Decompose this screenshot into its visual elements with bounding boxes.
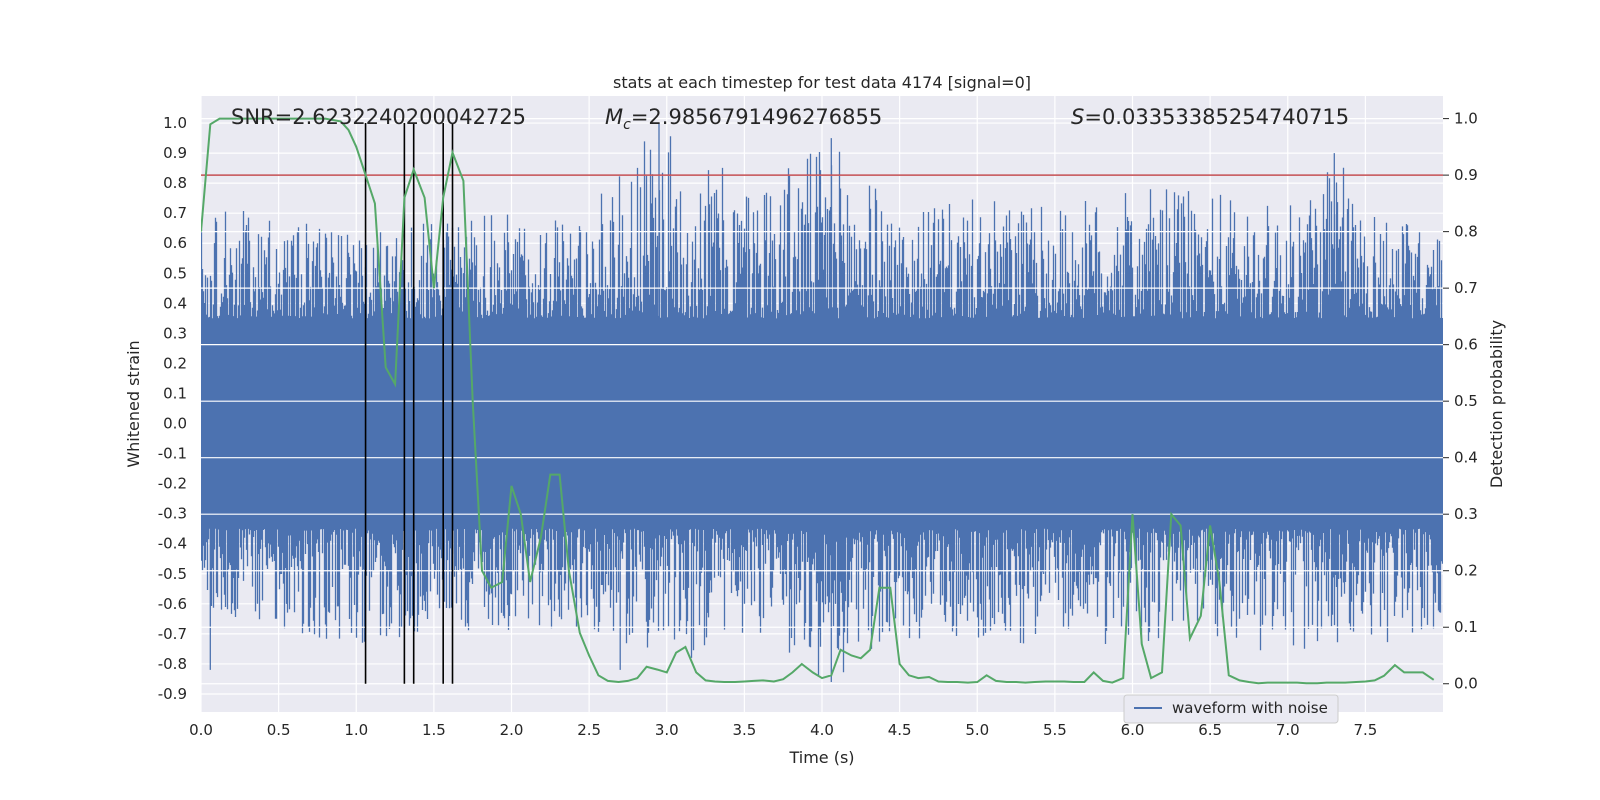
left-tick-label: 0.3 bbox=[163, 324, 187, 342]
x-tick-label: 4.5 bbox=[888, 721, 912, 739]
left-tick-label: -0.9 bbox=[158, 685, 187, 703]
left-tick-label: 0.4 bbox=[163, 294, 187, 312]
chirp-mass-symbol: M bbox=[605, 105, 623, 129]
s-value: =0.03353385254740715 bbox=[1084, 105, 1349, 129]
x-tick-label: 0.5 bbox=[267, 721, 291, 739]
vertical-markers bbox=[364, 123, 454, 684]
left-tick-label: 0.7 bbox=[163, 204, 187, 222]
x-tick-label: 0.0 bbox=[189, 721, 213, 739]
chart-title: stats at each timestep for test data 417… bbox=[613, 73, 1031, 92]
right-tick-label: 1.0 bbox=[1454, 110, 1478, 128]
x-tick-label: 3.0 bbox=[655, 721, 679, 739]
x-tick-label: 3.5 bbox=[732, 721, 756, 739]
x-tick-label: 4.0 bbox=[810, 721, 834, 739]
right-tick-label: 0.3 bbox=[1454, 505, 1478, 523]
waveform-line bbox=[201, 123, 1443, 682]
right-axis-label: Detection probability bbox=[1487, 320, 1506, 488]
legend-box bbox=[1123, 694, 1339, 724]
left-tick-label: -0.4 bbox=[158, 535, 187, 553]
right-tick-label: 0.5 bbox=[1454, 392, 1478, 410]
x-tick-label: 2.5 bbox=[577, 721, 601, 739]
x-axis-label: Time (s) bbox=[788, 748, 854, 767]
left-tick-label: 0.9 bbox=[163, 144, 187, 162]
left-tick-label: 0.1 bbox=[163, 384, 187, 402]
right-tick-label: 0.9 bbox=[1454, 166, 1478, 184]
right-tick-label: 0.4 bbox=[1454, 449, 1478, 467]
probability-line bbox=[201, 117, 1435, 685]
right-axis-grid-lines bbox=[201, 118, 1443, 685]
s-annotation: S=0.03353385254740715 bbox=[1071, 105, 1349, 129]
right-tick-label: 0.2 bbox=[1454, 562, 1478, 580]
x-tick-label: 1.0 bbox=[344, 721, 368, 739]
x-tick-label: 6.5 bbox=[1198, 721, 1222, 739]
left-tick-label: -0.6 bbox=[158, 595, 187, 613]
left-tick-label: -0.8 bbox=[158, 655, 187, 673]
probability-series bbox=[201, 117, 1435, 685]
x-tick-label: 7.5 bbox=[1353, 721, 1377, 739]
legend-entry: waveform with noise bbox=[1172, 699, 1328, 717]
left-tick-label: -0.2 bbox=[158, 475, 187, 493]
x-tick-label: 2.0 bbox=[500, 721, 524, 739]
left-axis-label: Whitened strain bbox=[124, 340, 143, 467]
right-tick-label: 0.6 bbox=[1454, 336, 1478, 354]
left-tick-label: 0.0 bbox=[163, 415, 187, 433]
left-tick-label: 1.0 bbox=[163, 114, 187, 132]
x-axis-ticks: 0.0 0.5 1.0 1.5 2.0 2.5 3.0 3.5 4.0 4.5 5.0 5.5 6.0 6… bbox=[189, 721, 1377, 739]
chirp-mass-value: =2.9856791496276855 bbox=[631, 105, 882, 129]
right-tick-label: 0.8 bbox=[1454, 223, 1478, 241]
waveform-series bbox=[201, 123, 1443, 682]
x-tick-label: 1.5 bbox=[422, 721, 446, 739]
left-tick-label: 0.5 bbox=[163, 264, 187, 282]
left-tick-label: -0.5 bbox=[158, 565, 187, 583]
x-tick-label: 7.0 bbox=[1276, 721, 1300, 739]
right-tick-label: 0.0 bbox=[1454, 675, 1478, 693]
chirp-mass-annotation: Mc=2.9856791496276855 bbox=[605, 105, 882, 133]
left-tick-label: 0.2 bbox=[163, 354, 187, 372]
left-tick-label: -0.7 bbox=[158, 625, 187, 643]
snr-annotation: SNR=2.6232240200042725 bbox=[231, 105, 526, 129]
right-tick-label: 0.7 bbox=[1454, 279, 1478, 297]
x-tick-label: 5.0 bbox=[965, 721, 989, 739]
s-symbol: S bbox=[1071, 105, 1084, 129]
left-tick-label: 0.6 bbox=[163, 234, 187, 252]
left-tick-label: -0.3 bbox=[158, 505, 187, 523]
right-tick-label: 0.1 bbox=[1454, 618, 1478, 636]
x-tick-label: 5.5 bbox=[1043, 721, 1067, 739]
left-tick-label: -0.1 bbox=[158, 445, 187, 463]
legend: waveform with noise bbox=[1123, 694, 1339, 724]
right-axis-ticks: 1.0 0.9 0.8 0.7 0.6 0.5 0.4 0.3 0.2 0.1 0.0 bbox=[1443, 110, 1478, 693]
left-axis-ticks: 1.0 0.9 0.8 0.7 0.6 0.5 0.4 0.3 0.2 0.1 0.0 -0.1 -0.… bbox=[158, 114, 187, 703]
x-tick-label: 6.0 bbox=[1121, 721, 1145, 739]
chirp-mass-subscript: c bbox=[623, 117, 631, 133]
left-tick-label: 0.8 bbox=[163, 174, 187, 192]
